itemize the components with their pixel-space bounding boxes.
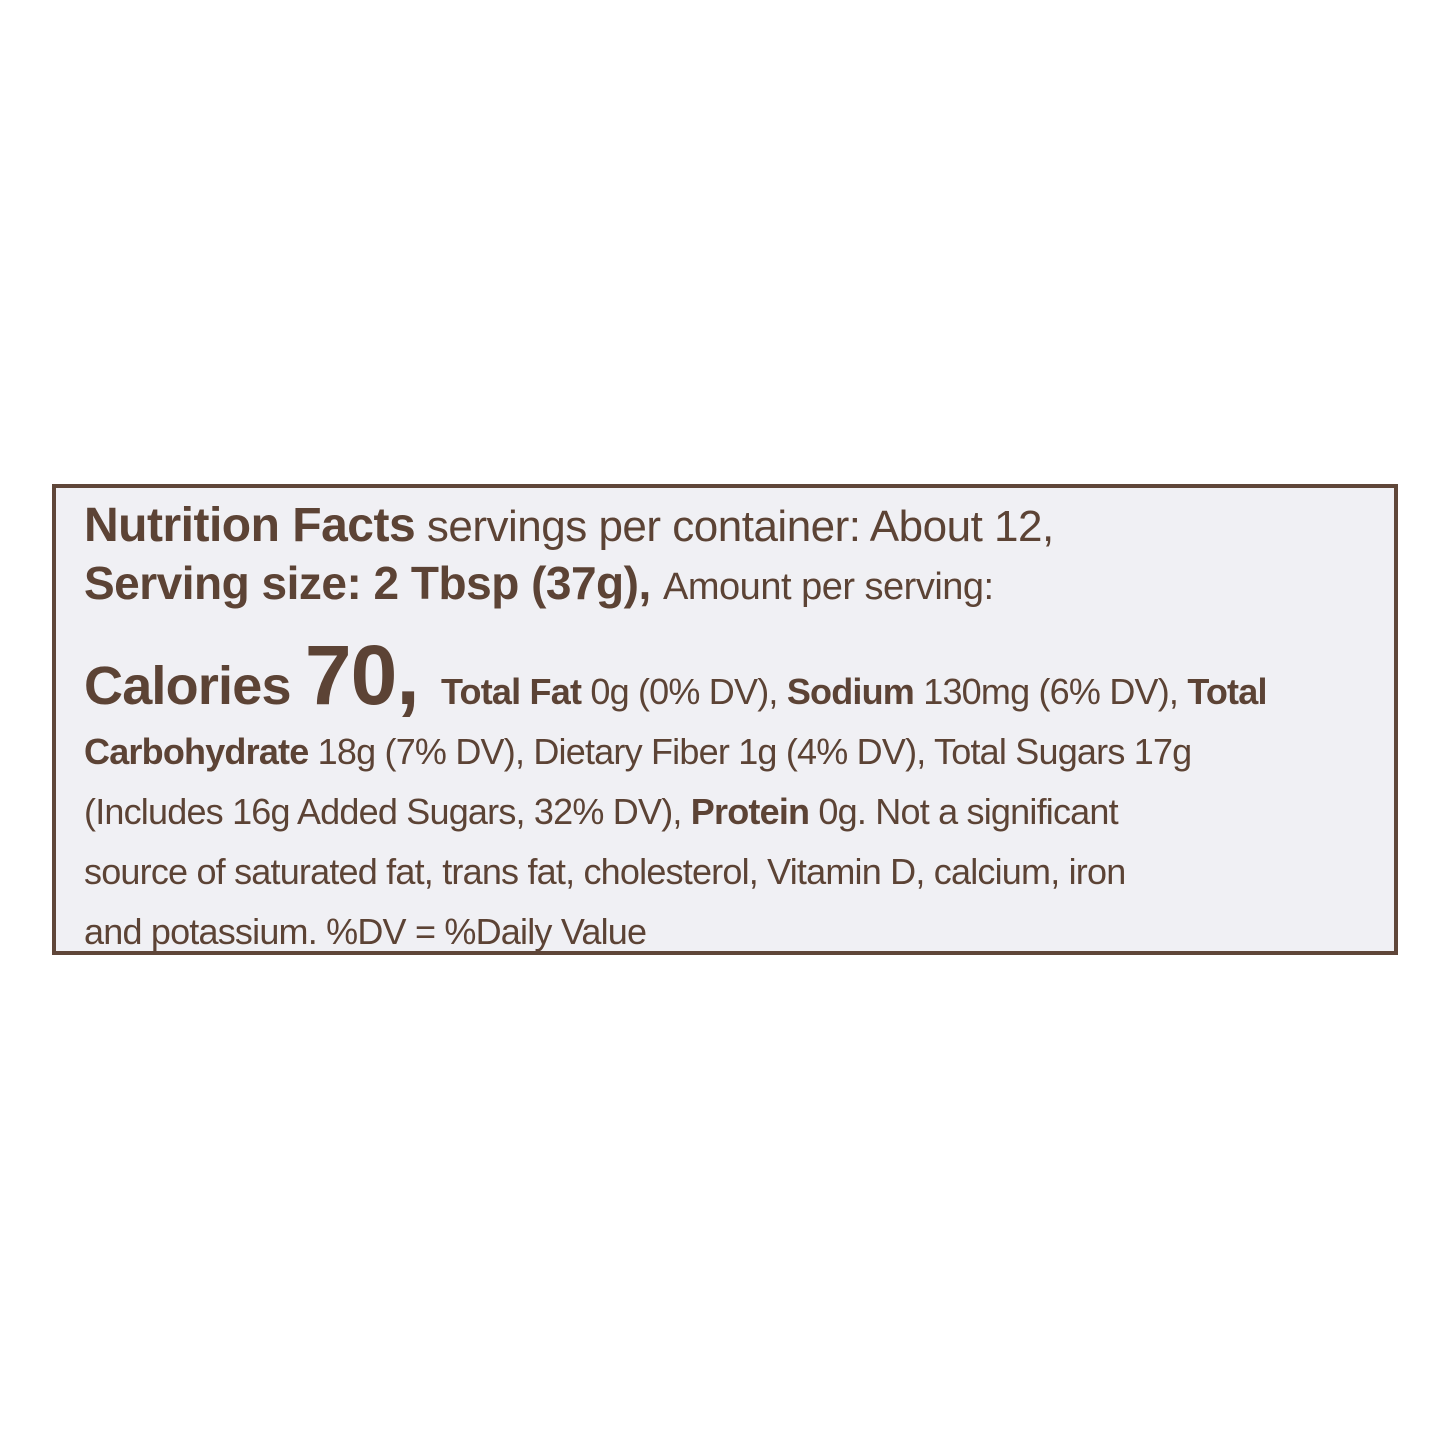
nutrition-facts-title: Nutrition Facts bbox=[84, 499, 416, 552]
total-fat-label: Total Fat bbox=[441, 671, 591, 712]
added-sugars-text: (Includes 16g Added Sugars, 32% DV), bbox=[84, 791, 691, 832]
total-carbohydrate-label: Total bbox=[1187, 671, 1267, 712]
disclaimer-text-1: Not a significant bbox=[875, 791, 1118, 832]
amount-per-serving-text: Amount per serving: bbox=[663, 566, 994, 608]
serving-size-text: Serving size: 2 Tbsp (37g), bbox=[84, 557, 664, 609]
servings-per-container-text: servings per container: About 12, bbox=[415, 502, 1054, 551]
total-fat-value: 0g (0% DV), bbox=[590, 671, 787, 712]
protein-value: 0g. bbox=[818, 791, 876, 832]
total-carbohydrate-value: 18g (7% DV), bbox=[317, 731, 534, 772]
label-header: Nutrition Facts servings per container: … bbox=[84, 498, 1372, 615]
total-carbohydrate-label-cont: Carbohydrate bbox=[84, 731, 318, 772]
calories-label: Calories bbox=[84, 656, 305, 716]
sodium-value: 130mg (6% DV), bbox=[923, 671, 1188, 712]
calories-value: 70, bbox=[304, 628, 442, 722]
nutrition-facts-label: Nutrition Facts servings per container: … bbox=[52, 484, 1398, 955]
protein-label: Protein bbox=[690, 791, 819, 832]
sodium-label: Sodium bbox=[786, 671, 924, 712]
disclaimer-text-3: and potassium. %DV = %Daily Value bbox=[84, 911, 647, 952]
dietary-fiber-text: Dietary Fiber 1g (4% DV), bbox=[533, 731, 935, 772]
disclaimer-text-2: source of saturated fat, trans fat, chol… bbox=[84, 851, 1126, 892]
total-sugars-text: Total Sugars 17g bbox=[934, 731, 1192, 772]
nutrition-details: Calories 70, Total Fat 0g (0% DV), Sodiu… bbox=[84, 633, 1372, 952]
